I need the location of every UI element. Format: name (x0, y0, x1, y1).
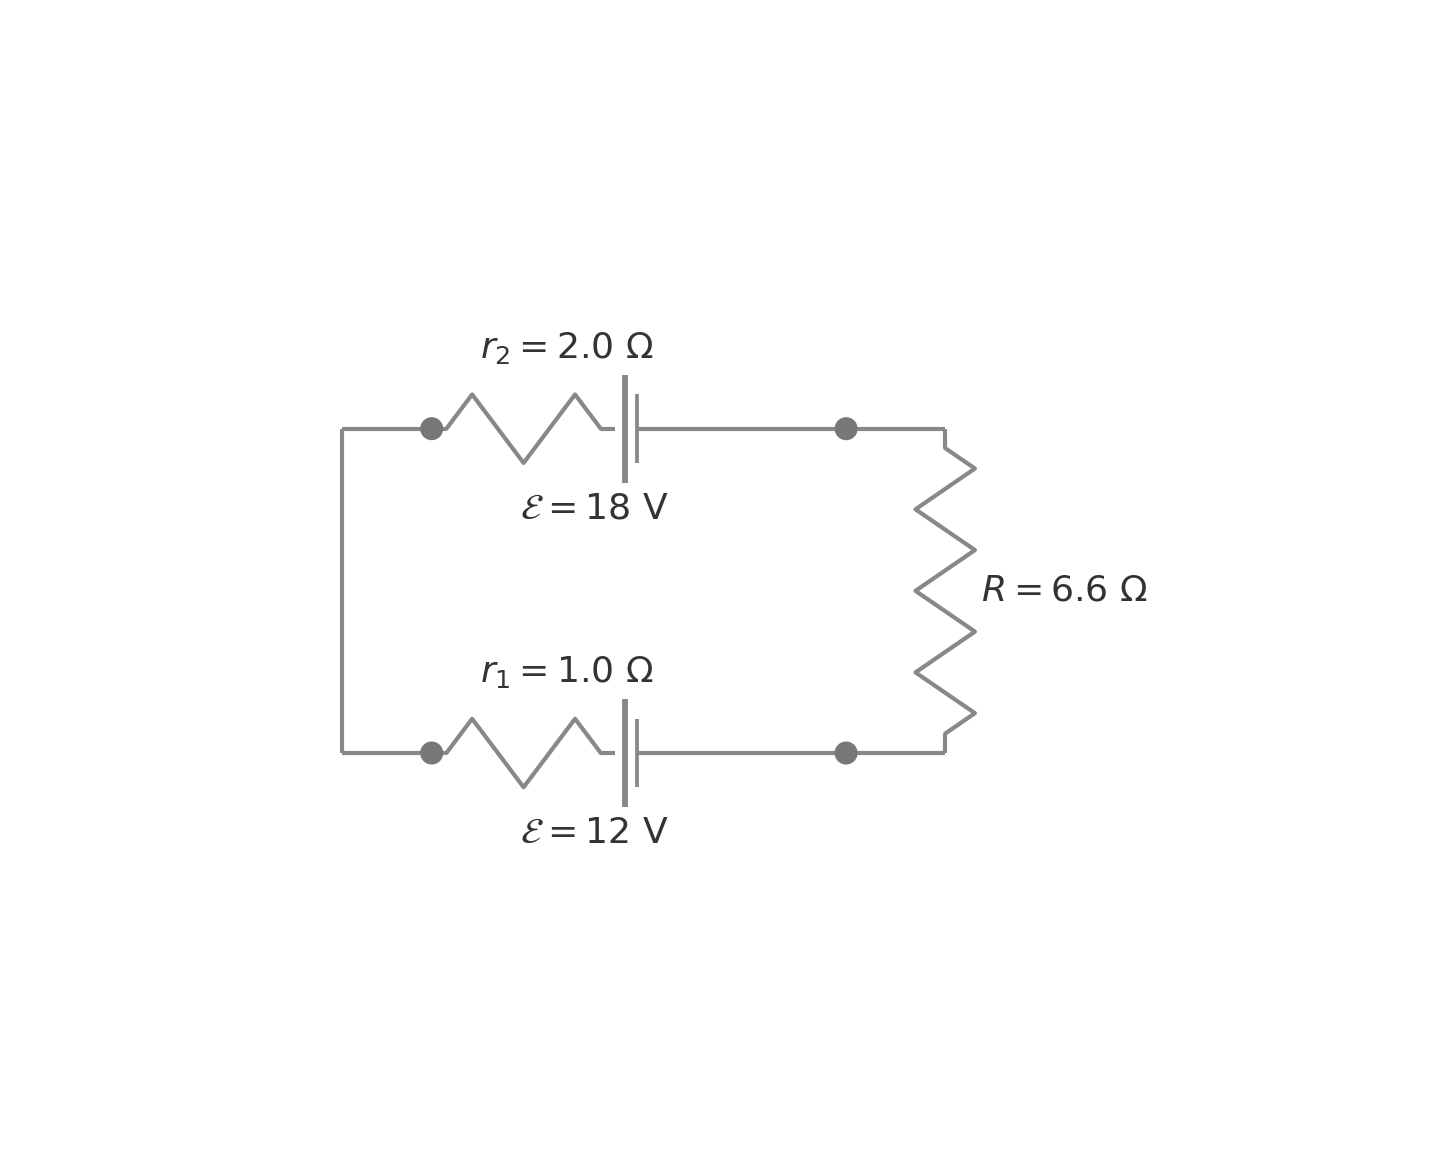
Text: $r_1 = 1.0\ \Omega$: $r_1 = 1.0\ \Omega$ (480, 654, 654, 690)
Circle shape (420, 742, 442, 764)
Circle shape (835, 418, 857, 440)
Text: $\mathcal{E} = 12\ \mathrm{V}$: $\mathcal{E} = 12\ \mathrm{V}$ (520, 817, 668, 851)
Circle shape (420, 418, 442, 440)
Text: $R = 6.6\ \Omega$: $R = 6.6\ \Omega$ (981, 573, 1148, 608)
Circle shape (835, 742, 857, 764)
Text: $\mathcal{E} = 18\ \mathrm{V}$: $\mathcal{E} = 18\ \mathrm{V}$ (520, 491, 668, 525)
Text: $r_2 = 2.0\ \Omega$: $r_2 = 2.0\ \Omega$ (480, 330, 654, 365)
